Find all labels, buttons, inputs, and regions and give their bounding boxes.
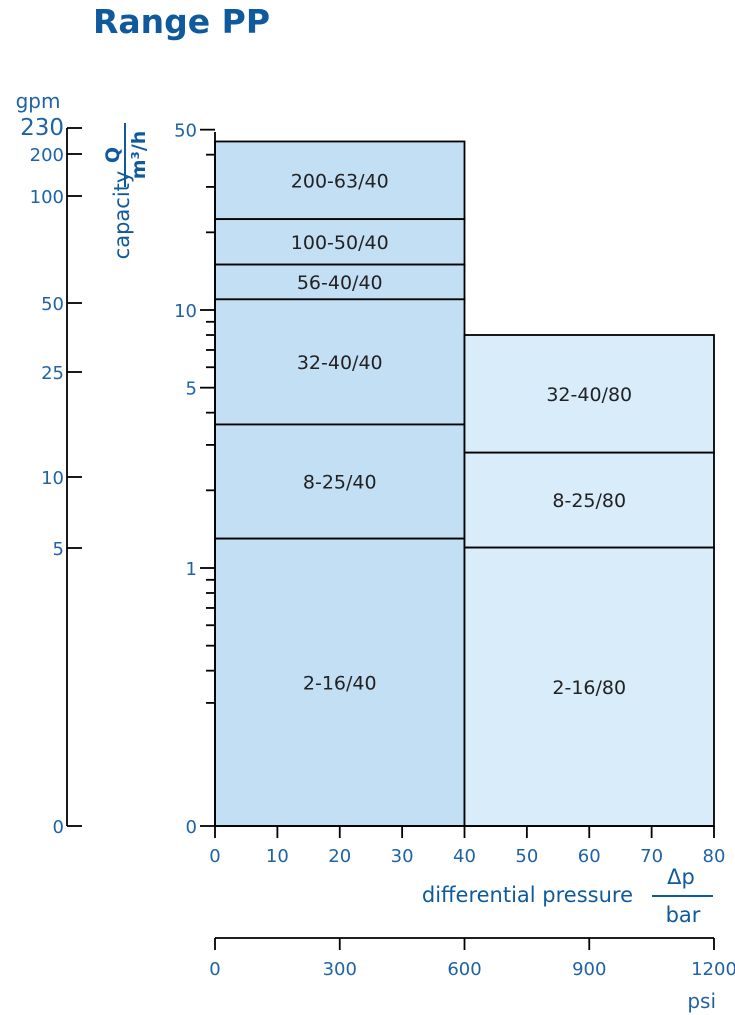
region-rect-1	[214, 218, 466, 266]
region-rect-0	[214, 140, 466, 221]
psi-tick-label-0: 0	[209, 959, 220, 980]
x-tick-label-8: 80	[703, 846, 726, 867]
psi-unit-label: psi	[687, 989, 716, 1013]
regions-layer	[214, 140, 715, 827]
region-label-6: 32-40/80	[546, 384, 632, 406]
x-unit-denominator: bar	[666, 903, 701, 927]
chart-title: Range PP	[93, 2, 271, 41]
y-tick-label-0: 0	[186, 817, 197, 838]
gpm-unit-label: gpm	[16, 89, 61, 113]
y-unit-numerator: Q	[102, 147, 124, 163]
y-axis-title-group: capacity Q m³/h	[102, 123, 150, 259]
region-label-5: 2-16/40	[303, 672, 377, 694]
psi-tick-label-4: 1200	[691, 959, 735, 980]
y-unit-denominator: m³/h	[128, 131, 150, 180]
gpm-tick-label-4: 25	[41, 363, 64, 384]
x-tick-label-3: 30	[391, 846, 414, 867]
gpm-tick-label-1: 200	[30, 145, 64, 166]
gpm-tick-label-0: 230	[20, 115, 64, 141]
gpm-tick-label-6: 5	[53, 539, 64, 560]
x-tick-label-5: 50	[515, 846, 538, 867]
region-label-2: 56-40/40	[297, 272, 383, 294]
region-rect-3	[214, 298, 466, 426]
region-rect-8	[463, 546, 715, 827]
y-tick-label-1: 1	[186, 559, 197, 580]
region-label-3: 32-40/40	[297, 352, 383, 374]
region-label-4: 8-25/40	[303, 472, 377, 494]
x-unit-numerator: Δp	[667, 865, 695, 889]
gpm-tick-label-2: 100	[30, 187, 64, 208]
y-tick-label-2: 5	[186, 379, 197, 400]
gpm-tick-label-5: 10	[41, 468, 64, 489]
x-tick-label-6: 60	[578, 846, 601, 867]
region-label-8: 2-16/80	[552, 677, 626, 699]
axes-layer	[66, 127, 715, 950]
region-label-1: 100-50/40	[291, 232, 389, 254]
psi-tick-label-3: 900	[572, 959, 606, 980]
y-axis-label: capacity	[110, 171, 134, 260]
region-label-7: 8-25/80	[552, 490, 626, 512]
x-tick-label-1: 10	[266, 846, 289, 867]
gpm-tick-label-7: 0	[53, 817, 64, 838]
y-tick-label-4: 50	[174, 121, 197, 142]
psi-tick-label-1: 300	[323, 959, 357, 980]
labels-layer: 200-63/40 100-50/40 56-40/40 32-40/40 8-25/4…	[16, 89, 735, 1013]
region-rect-7	[463, 451, 715, 549]
region-label-0: 200-63/40	[291, 170, 389, 192]
gpm-tick-label-3: 50	[41, 294, 64, 315]
x-tick-label-4: 40	[453, 846, 476, 867]
psi-tick-label-2: 600	[447, 959, 481, 980]
x-tick-label-7: 70	[640, 846, 663, 867]
x-tick-label-2: 20	[328, 846, 351, 867]
region-rect-2	[214, 263, 466, 301]
x-tick-label-0: 0	[209, 846, 220, 867]
region-rect-6	[463, 334, 715, 454]
x-axis-label: differential pressure	[422, 883, 633, 907]
y-tick-label-3: 10	[174, 301, 197, 322]
